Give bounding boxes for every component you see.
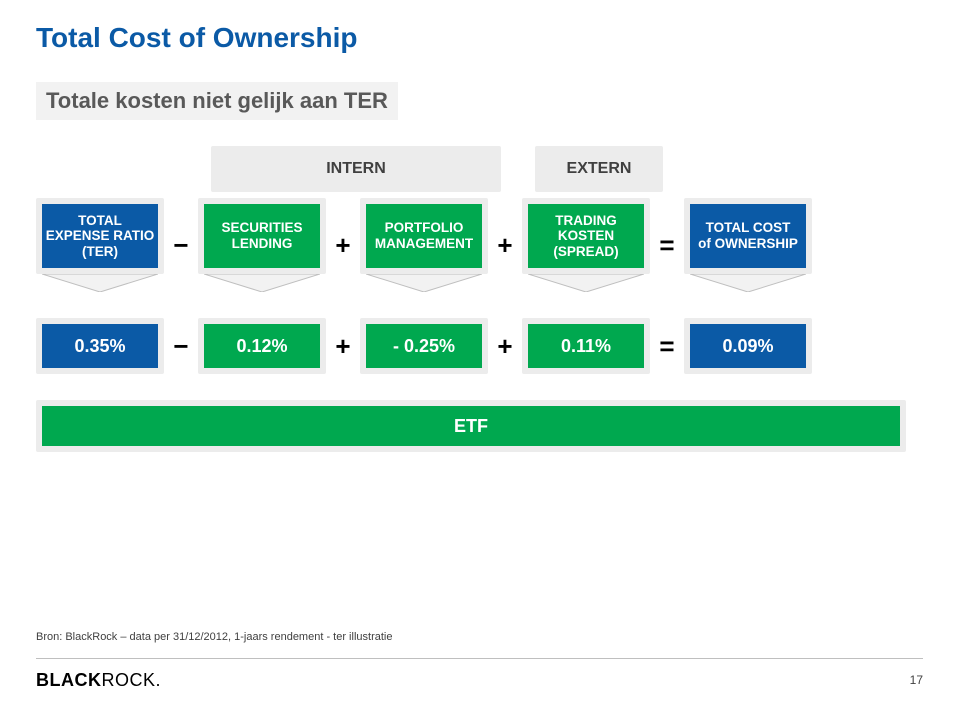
down-arrow-icon xyxy=(204,274,320,292)
box-frame: TOTAL COSTof OWNERSHIP xyxy=(684,198,812,274)
label-extern-frame: EXTERN xyxy=(535,146,663,192)
box-sl: SECURITIESLENDING xyxy=(204,204,320,268)
equation-cell-ter: TOTALEXPENSE RATIO(TER) xyxy=(36,198,164,292)
box-v_tk: 0.11% xyxy=(528,324,644,368)
subtitle-wrap: Totale kosten niet gelijk aan TER xyxy=(36,82,923,120)
slide: Total Cost of Ownership Totale kosten ni… xyxy=(0,0,959,705)
operator: − xyxy=(164,331,198,362)
equation-cell-pm: PORTFOLIOMANAGEMENT xyxy=(360,198,488,292)
logo-part1: BLACK xyxy=(36,670,102,690)
label-intern-frame: INTERN xyxy=(211,146,501,192)
equation-cell-tco: TOTAL COSTof OWNERSHIP xyxy=(684,198,812,292)
box-pm: PORTFOLIOMANAGEMENT xyxy=(366,204,482,268)
logo-blackrock: BLACKROCK. xyxy=(36,670,161,691)
equation-cell-v_sl: 0.12% xyxy=(198,318,326,374)
box-v_tco: 0.09% xyxy=(690,324,806,368)
box-frame: SECURITIESLENDING xyxy=(198,198,326,274)
operator: − xyxy=(164,230,198,261)
label-intern: INTERN xyxy=(217,152,495,186)
box-frame: 0.12% xyxy=(198,318,326,374)
down-arrow-icon xyxy=(366,274,482,292)
box-v_sl: 0.12% xyxy=(204,324,320,368)
operator: + xyxy=(488,331,522,362)
operator: + xyxy=(326,230,360,261)
page-title: Total Cost of Ownership xyxy=(36,22,923,54)
logo-part2: ROCK xyxy=(102,670,156,690)
equation-cell-sl: SECURITIESLENDING xyxy=(198,198,326,292)
subtitle: Totale kosten niet gelijk aan TER xyxy=(36,82,398,120)
operator: = xyxy=(650,230,684,261)
row-equation-boxes: TOTALEXPENSE RATIO(TER)−SECURITIESLENDIN… xyxy=(36,194,923,292)
logo-dot-icon: . xyxy=(156,670,162,690)
etf-frame: ETF xyxy=(36,400,906,452)
box-tco: TOTAL COSTof OWNERSHIP xyxy=(690,204,806,268)
etf-label: ETF xyxy=(454,416,488,437)
footnote: Bron: BlackRock – data per 31/12/2012, 1… xyxy=(36,631,392,643)
box-frame: - 0.25% xyxy=(360,318,488,374)
box-v_ter: 0.35% xyxy=(42,324,158,368)
box-tk: TRADING KOSTEN(SPREAD) xyxy=(528,204,644,268)
etf-bar: ETF xyxy=(42,406,900,446)
row-header-labels: INTERN EXTERN xyxy=(36,146,923,192)
box-frame: PORTFOLIOMANAGEMENT xyxy=(360,198,488,274)
etf-wrap: ETF xyxy=(36,400,923,452)
box-frame: 0.11% xyxy=(522,318,650,374)
box-v_pm: - 0.25% xyxy=(366,324,482,368)
label-extern: EXTERN xyxy=(541,152,657,186)
down-arrow-icon xyxy=(528,274,644,292)
equation-cell-v_tk: 0.11% xyxy=(522,318,650,374)
footer-divider xyxy=(36,658,923,659)
operator: + xyxy=(326,331,360,362)
page-number: 17 xyxy=(910,673,923,687)
down-arrow-icon xyxy=(42,274,158,292)
operator: = xyxy=(650,331,684,362)
box-frame: 0.35% xyxy=(36,318,164,374)
equation-cell-v_tco: 0.09% xyxy=(684,318,812,374)
box-frame: TOTALEXPENSE RATIO(TER) xyxy=(36,198,164,274)
box-ter: TOTALEXPENSE RATIO(TER) xyxy=(42,204,158,268)
row-equation-values: 0.35%−0.12%+- 0.25%+0.11%=0.09% xyxy=(36,318,923,374)
equation-cell-v_pm: - 0.25% xyxy=(360,318,488,374)
equation-cell-v_ter: 0.35% xyxy=(36,318,164,374)
operator: + xyxy=(488,230,522,261)
box-frame: 0.09% xyxy=(684,318,812,374)
equation-cell-tk: TRADING KOSTEN(SPREAD) xyxy=(522,198,650,292)
down-arrow-icon xyxy=(690,274,806,292)
box-frame: TRADING KOSTEN(SPREAD) xyxy=(522,198,650,274)
